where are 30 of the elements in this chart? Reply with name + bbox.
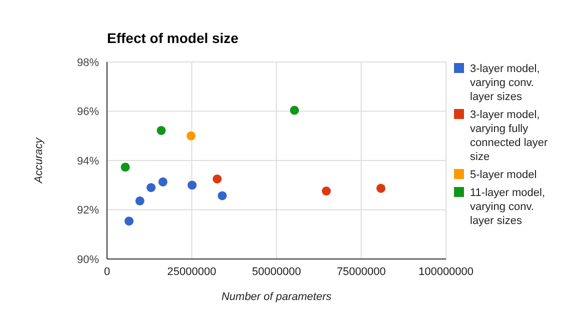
x-axis-title: Number of parameters [221,291,332,303]
x-tick-label: 0 [104,266,110,278]
x-tick-label: 100000000 [418,266,474,278]
point [322,186,331,196]
y-tick-label: 94% [76,155,100,168]
point [186,131,196,140]
legend-label: 11-layer model, varying conv. layer sizes [470,186,546,228]
x-tick-label: 50000000 [252,266,301,278]
y-tick-label: 92% [76,204,100,217]
legend-label: 3-layer model, varying conv. layer sizes [470,62,541,104]
x-tick-label: 25000000 [167,266,216,278]
legend-label: 5-layer model [470,168,537,182]
point [212,174,222,184]
y-tick-label: 90% [76,254,100,266]
point [146,183,156,192]
point [376,184,386,193]
point [188,180,197,190]
x-tick-label: 75000000 [336,266,386,278]
point [124,216,134,226]
point [135,196,144,206]
chart-title: Effect of model size [107,30,238,46]
point [156,126,166,135]
point [120,162,130,172]
point [218,191,227,200]
y-tick-label: 98% [76,56,100,69]
legend-label: 3-layer model, varying fully connected layer size [470,108,549,164]
point [158,177,168,186]
point [290,106,299,115]
y-axis-title: Accuracy [32,136,45,184]
y-tick-label: 96% [76,106,100,118]
